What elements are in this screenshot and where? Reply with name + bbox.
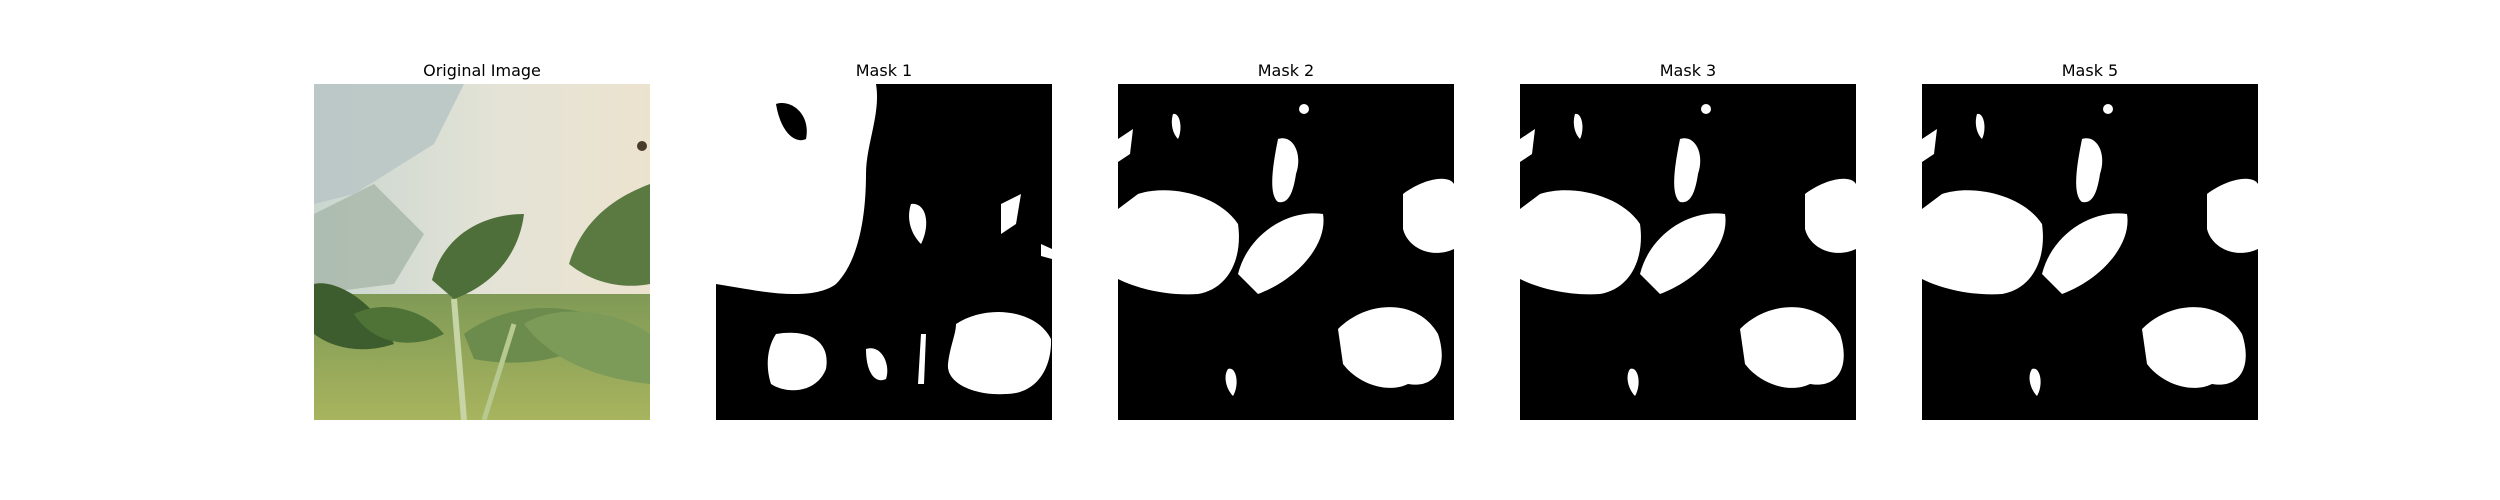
mask-5-shapes [1922, 84, 2258, 420]
original-image [314, 84, 650, 420]
panel-title-mask-1: Mask 1 [855, 61, 913, 80]
plant-photo [314, 84, 650, 420]
panel-title-mask-2: Mask 2 [1257, 61, 1315, 80]
mask-1-shapes [716, 84, 1052, 420]
mask-2-image [1118, 84, 1454, 420]
original-image-panel: Original Image [314, 60, 650, 420]
panel-title-mask-3: Mask 3 [1659, 61, 1717, 80]
mask-5-panel: Mask 5 [1922, 60, 2258, 420]
panel-title-mask-5: Mask 5 [2061, 61, 2119, 80]
mask-5-image [1922, 84, 2258, 420]
panel-title-original: Original Image [423, 61, 541, 80]
mask-3-panel: Mask 3 [1520, 60, 1856, 420]
mask-1-panel: Mask 1 [716, 60, 1052, 420]
mask-3-shapes [1520, 84, 1856, 420]
mask-2-shapes [1118, 84, 1454, 420]
mask-3-image [1520, 84, 1856, 420]
mask-1-image [716, 84, 1052, 420]
mask-2-panel: Mask 2 [1118, 60, 1454, 420]
